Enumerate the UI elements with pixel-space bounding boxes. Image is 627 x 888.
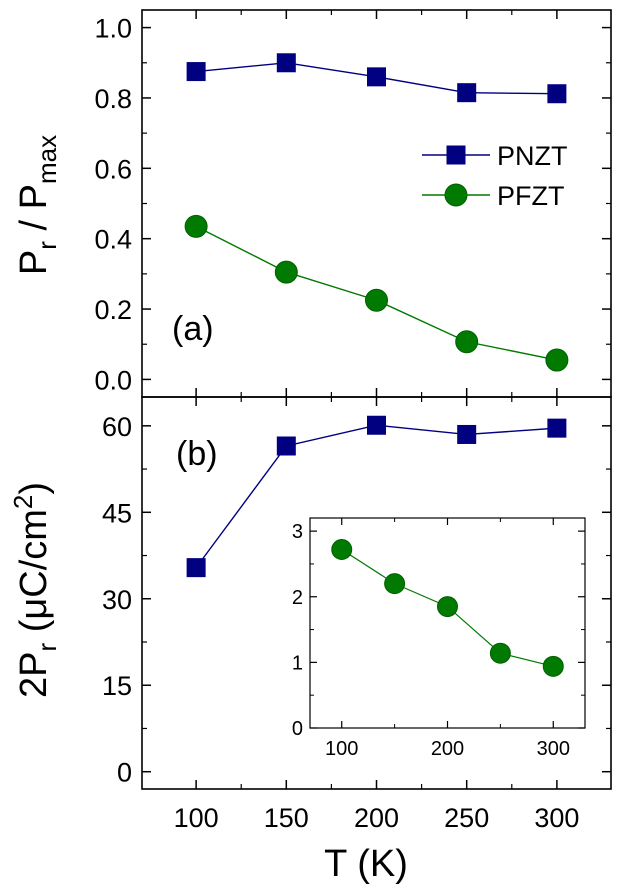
- point-pfzt: [184, 214, 208, 238]
- panel-b-series: [186, 415, 567, 578]
- point-pfzt: [365, 288, 388, 312]
- inset-y-tick-labels: 0 1 2 3: [292, 521, 303, 740]
- x-tick-label: 200: [354, 803, 399, 833]
- panel-a-series: [184, 53, 569, 372]
- panel-a-label: (a): [172, 310, 214, 348]
- point-pnzt: [276, 53, 296, 73]
- inset-point: [542, 655, 564, 677]
- inset-x-tick-label: 200: [431, 738, 464, 760]
- point-pfzt: [274, 260, 298, 284]
- inset-x-tick-labels: 100 200 300: [325, 738, 570, 760]
- inset-y-tick-label: 0: [292, 718, 303, 740]
- panel-a-y-axis-title: Pr / Pmax: [13, 135, 62, 275]
- panel-b-y-tick-label: 45: [102, 498, 132, 528]
- panel-b-x-tick-labels: 100 150 200 250 300: [174, 803, 580, 833]
- point-pnzt: [547, 84, 567, 104]
- legend-marker-pfzt: [444, 183, 468, 207]
- inset-y-tick-label: 1: [292, 652, 303, 674]
- legend-label-pnzt: PNZT: [497, 141, 568, 171]
- point-2pr: [547, 418, 567, 438]
- panel-b-y-tick-labels: 0 15 30 45 60: [102, 412, 132, 788]
- panel-b-y-tick-label: 0: [117, 758, 132, 788]
- panel-a-y-tick-label: 1.0: [94, 14, 132, 44]
- panel-a-y-tick-label: 0.6: [94, 154, 132, 184]
- panel-a-y-tick-label: 0.8: [94, 84, 132, 114]
- panel-b-y-tick-label: 30: [102, 585, 132, 615]
- inset-point: [384, 573, 406, 595]
- point-pfzt: [545, 348, 569, 372]
- legend-label-pfzt: PFZT: [497, 181, 565, 211]
- inset-point: [331, 539, 353, 560]
- x-tick-label: 250: [444, 803, 489, 833]
- panel-b-ticks: [142, 397, 611, 789]
- point-2pr: [276, 436, 296, 456]
- point-2pr: [457, 424, 477, 444]
- panel-a-y-tick-label: 0.4: [94, 225, 132, 255]
- inset-ticks: [310, 518, 585, 729]
- panel-a: 0.0 0.2 0.4 0.6 0.8 1.0 (a) PNZT PFZT Pr / Pm…: [13, 9, 612, 398]
- legend-marker-pnzt: [446, 145, 466, 165]
- inset-point: [489, 642, 511, 664]
- panel-b-y-tick-label: 15: [102, 671, 132, 701]
- panel-a-y-tick-label: 0.0: [94, 365, 132, 395]
- point-pnzt: [367, 67, 386, 87]
- x-tick-label: 100: [174, 803, 219, 833]
- series-line-2pr: [195, 424, 557, 569]
- panel-b-y-tick-label: 60: [102, 412, 132, 442]
- inset-series: [331, 539, 564, 677]
- inset-chart: 0 1 2 3 100 200 300: [292, 517, 586, 760]
- panel-a-y-tick-labels: 0.0 0.2 0.4 0.6 0.8 1.0: [94, 14, 132, 396]
- panel-b-y-axis-title: 2Pr (μC/cm2): [8, 482, 62, 698]
- inset-x-tick-label: 100: [325, 738, 358, 760]
- inset-y-tick-label: 3: [292, 521, 303, 543]
- panel-a-y-tick-label: 0.2: [94, 295, 132, 325]
- panel-b-label: (b): [176, 435, 218, 473]
- legend: PNZT PFZT: [422, 141, 568, 211]
- x-axis-title: T (K): [324, 843, 408, 885]
- point-pnzt: [186, 62, 206, 82]
- x-tick-label: 150: [264, 803, 309, 833]
- inset-point: [437, 596, 458, 618]
- point-2pr: [186, 558, 206, 578]
- inset-x-tick-label: 300: [537, 738, 570, 760]
- point-pfzt: [455, 330, 479, 354]
- inset-y-tick-label: 2: [292, 587, 303, 609]
- point-pnzt: [457, 83, 477, 103]
- point-2pr: [367, 415, 386, 435]
- x-tick-label: 300: [534, 803, 579, 833]
- panel-a-ticks: [142, 10, 611, 397]
